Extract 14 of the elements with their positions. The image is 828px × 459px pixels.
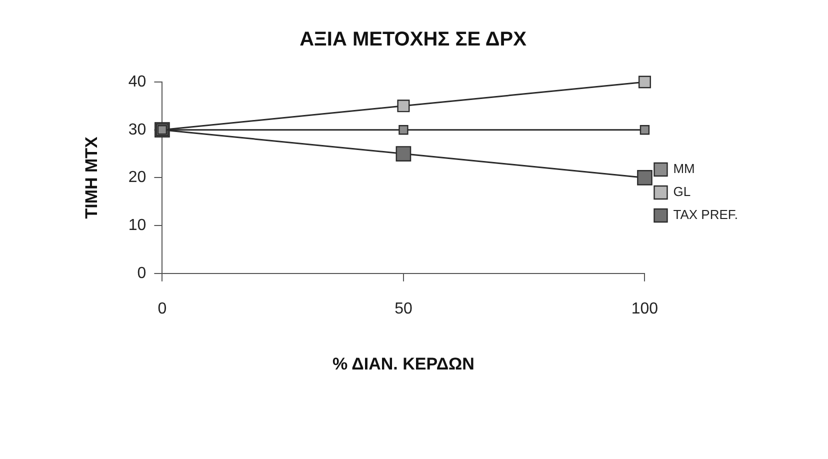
y-axis-title: ΤΙΜΗ ΜΤΧ [82, 136, 101, 219]
x-tick-label: 0 [158, 300, 167, 318]
chart-title: ΑΞΙΑ ΜΕΤΟΧΗΣ ΣΕ ΔΡΧ [300, 28, 528, 51]
y-tick-label: 40 [128, 73, 146, 90]
y-tick-label: 0 [137, 264, 146, 282]
x-axis-title: % ΔΙΑΝ. ΚΕΡΔΩΝ [332, 354, 474, 374]
x-tick-label: 100 [631, 300, 658, 318]
x-tick-label: 50 [394, 300, 412, 318]
legend-label: GL [673, 184, 691, 200]
y-tick-label: 20 [128, 169, 146, 186]
y-tick-label: 30 [128, 121, 146, 138]
y-tick-label: 10 [128, 216, 146, 234]
legend-label: MM [673, 161, 695, 176]
legend-label: TAX PREF. [673, 207, 738, 222]
